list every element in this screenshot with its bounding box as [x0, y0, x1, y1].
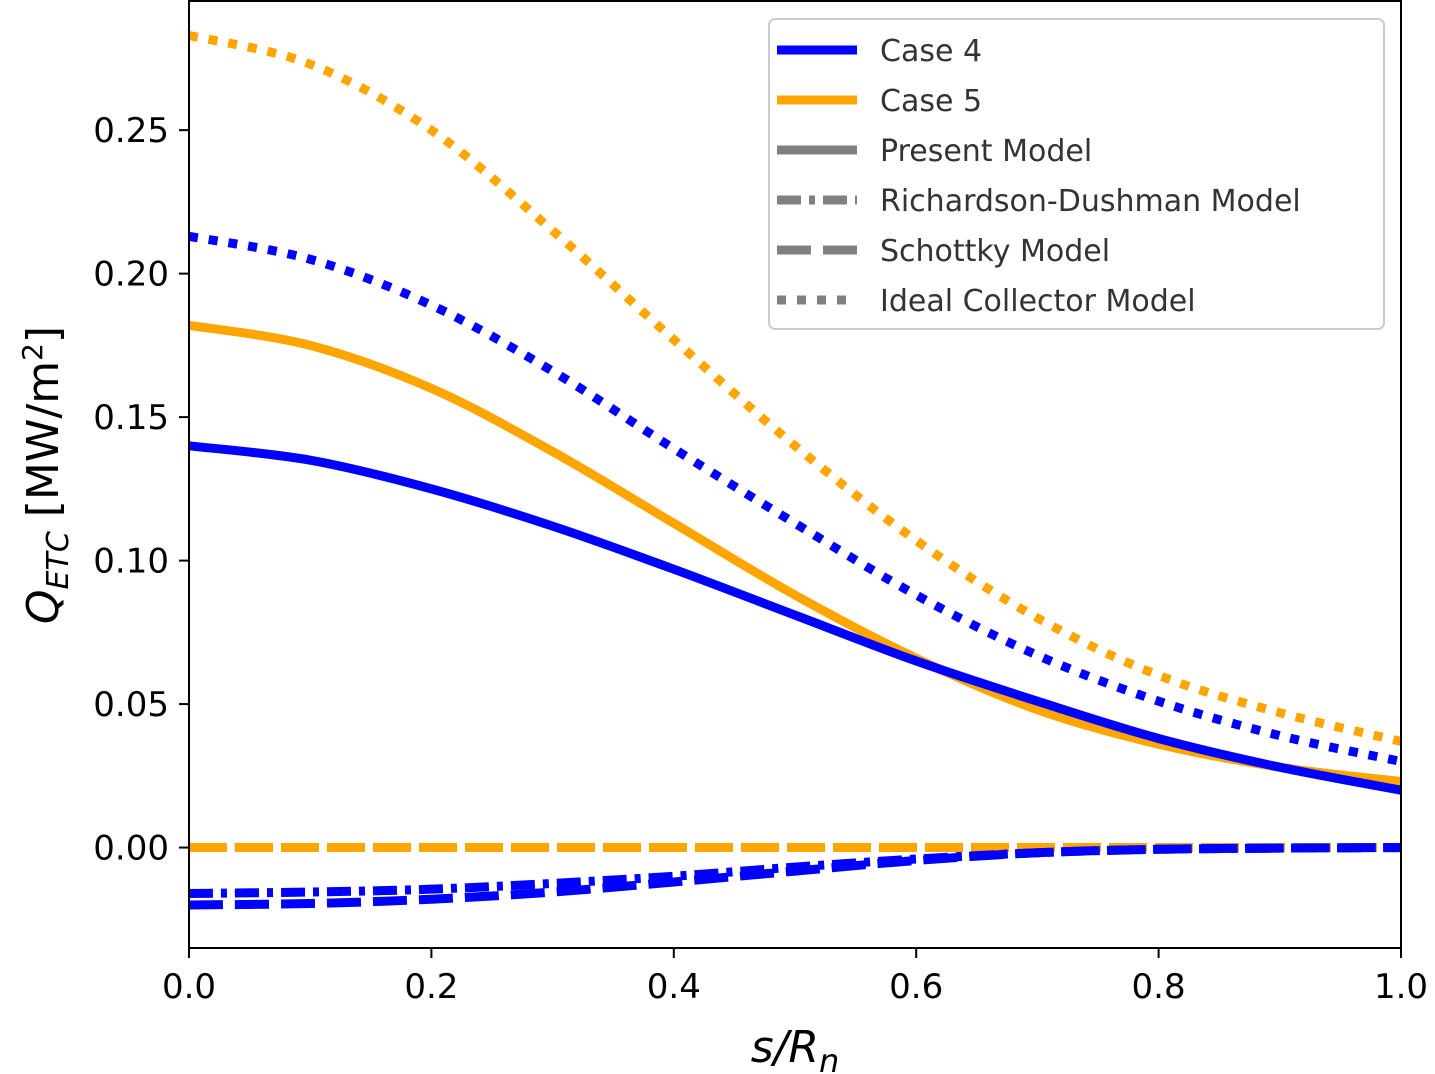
legend-label-richardson-dushman-model: Richardson-Dushman Model: [880, 184, 1301, 219]
legend-label-present-model: Present Model: [880, 134, 1092, 169]
series-line-case-4-ideal-collector-model: [188, 231, 1402, 766]
series-line-case-4-present-model: [188, 441, 1402, 795]
plot-frame: [188, 0, 1402, 949]
x-axis-label: s/Rn: [751, 1022, 840, 1074]
legend-label-case-5: Case 5: [880, 84, 982, 119]
x-axis-label-sub: n: [819, 1042, 839, 1074]
y-axis-label-unit-close: ]: [18, 326, 69, 343]
legend-label-case-4: Case 4: [880, 34, 982, 69]
y-axis-label: QETC [MW/m2]: [16, 326, 76, 624]
legend-box: [768, 18, 1385, 330]
x-tick-label: 0.8: [1132, 967, 1186, 1007]
y-axis-label-sub: ETC: [41, 531, 76, 589]
x-tick-label: 0.0: [162, 967, 216, 1007]
x-tick-label: 0.6: [889, 967, 943, 1007]
y-tick-label: 0.10: [93, 542, 169, 582]
y-tick-label: 0.20: [93, 255, 169, 295]
legend: Case 4 Case 5 Present Model Richardson-Dush…: [768, 18, 1385, 330]
legend-label-ideal-collector-model: Ideal Collector Model: [880, 284, 1196, 319]
x-tick-label: 0.2: [404, 967, 458, 1007]
legend-label-schottky-model: Schottky Model: [880, 234, 1110, 269]
series-line-case-5-present-model: [188, 320, 1402, 787]
series-line-case-4-schottky-model: [188, 843, 1402, 910]
y-tick-label: 0.25: [93, 111, 169, 151]
x-axis-label-main: s/R: [751, 1022, 819, 1073]
y-axis-label-unit: [MW/m: [18, 361, 69, 531]
series-line-case-5-ideal-collector-model: [187, 31, 1403, 746]
y-axis: 0.00 0.05 0.10 0.15 0.20 0.25: [93, 111, 189, 869]
x-tick-label: 0.4: [647, 967, 701, 1007]
y-axis-label-main: Q: [18, 589, 69, 624]
legend-items: Case 4 Case 5 Present Model Richardson-Dush…: [777, 34, 1301, 319]
x-tick-label: 1.0: [1374, 967, 1428, 1007]
y-tick-label: 0.05: [93, 685, 169, 725]
y-axis-label-unit-sup: 2: [16, 343, 49, 361]
y-tick-label: 0.00: [93, 829, 169, 869]
y-tick-label: 0.15: [93, 398, 169, 438]
x-axis: 0.0 0.2 0.4 0.6 0.8 1.0: [162, 948, 1428, 1007]
series-layer: [187, 31, 1403, 910]
